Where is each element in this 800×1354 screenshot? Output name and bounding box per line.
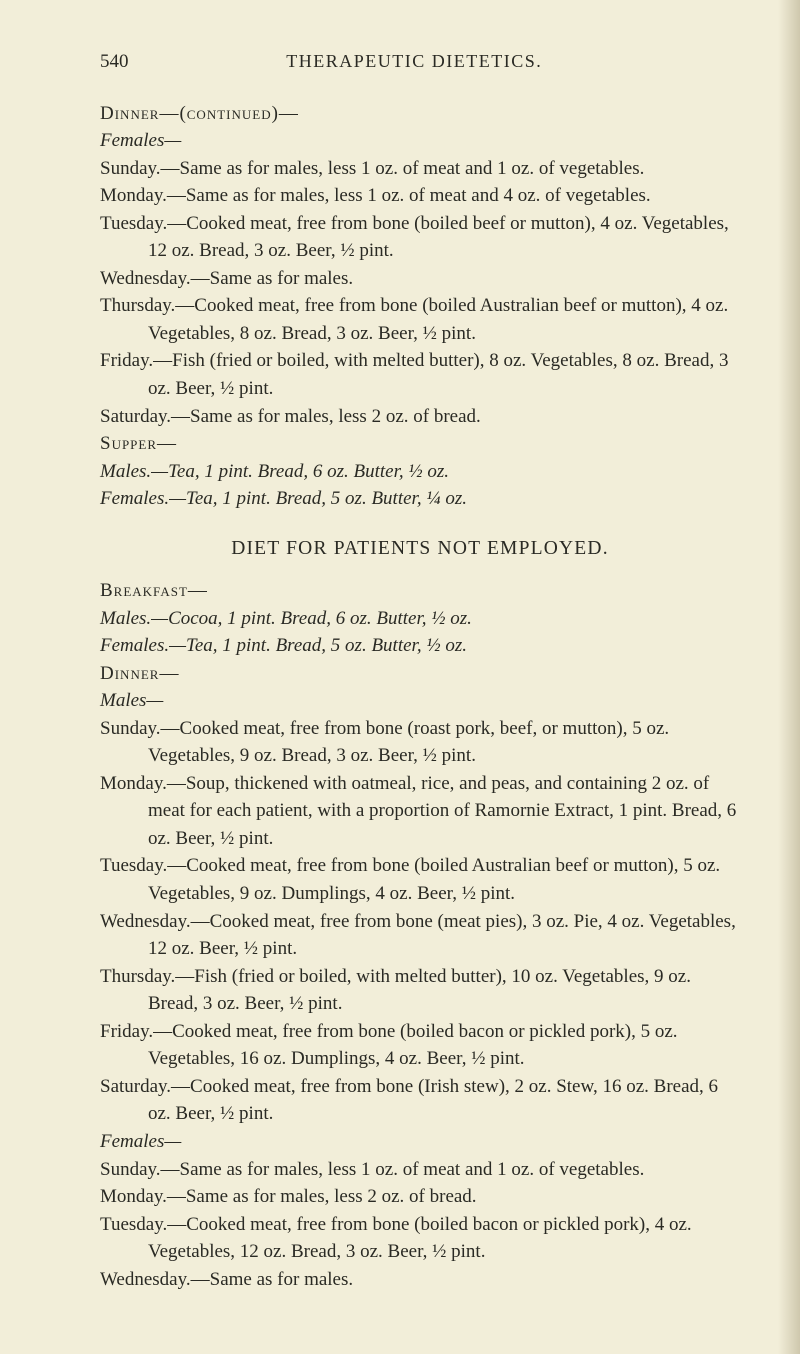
running-title: THERAPEUTIC DIETETICS. bbox=[129, 48, 701, 74]
breakfast-males-text: Males.—Cocoa, 1 pint. Bread, 6 oz. Butte… bbox=[100, 608, 472, 629]
dinner-cont-saturday: Saturday.—Same as for males, less 2 oz. … bbox=[100, 403, 740, 431]
breakfast-males: Males.—Cocoa, 1 pint. Bread, 6 oz. Butte… bbox=[100, 605, 740, 633]
supper-heading: Supper— bbox=[100, 430, 740, 458]
dinner-females-tuesday: Tuesday.—Cooked meat, free from bone (bo… bbox=[100, 1211, 740, 1266]
diet-title: DIET FOR PATIENTS NOT EMPLOYED. bbox=[100, 535, 740, 563]
page-number: 540 bbox=[100, 48, 129, 76]
dinner-males-wednesday: Wednesday.—Cooked meat, free from bone (… bbox=[100, 908, 740, 963]
supper-females-text: Females.—Tea, 1 pint. Bread, 5 oz. Butte… bbox=[100, 488, 467, 509]
dinner-females-label-text: Females— bbox=[100, 1131, 181, 1152]
page: 540 THERAPEUTIC DIETETICS. Dinner—(conti… bbox=[0, 0, 800, 1354]
dinner-continued-heading: Dinner—(continued)— bbox=[100, 100, 740, 128]
breakfast-females-text: Females.—Tea, 1 pint. Bread, 5 oz. Butte… bbox=[100, 635, 467, 656]
dinner-males-saturday: Saturday.—Cooked meat, free from bone (I… bbox=[100, 1073, 740, 1128]
dinner-cont-wednesday: Wednesday.—Same as for males. bbox=[100, 265, 740, 293]
supper-males-text: Males.—Tea, 1 pint. Bread, 6 oz. Butter,… bbox=[100, 461, 449, 482]
dinner-males-monday: Monday.—Soup, thickened with oatmeal, ri… bbox=[100, 770, 740, 853]
breakfast-females: Females.—Tea, 1 pint. Bread, 5 oz. Butte… bbox=[100, 632, 740, 660]
dinner-males-label-text: Males— bbox=[100, 690, 163, 711]
dinner-males-label: Males— bbox=[100, 687, 740, 715]
supper-females: Females.—Tea, 1 pint. Bread, 5 oz. Butte… bbox=[100, 485, 740, 513]
dinner-cont-friday: Friday.—Fish (fried or boiled, with melt… bbox=[100, 347, 740, 402]
females-label-text: Females— bbox=[100, 130, 181, 151]
page-header: 540 THERAPEUTIC DIETETICS. bbox=[100, 48, 740, 76]
dinner-heading: Dinner— bbox=[100, 660, 740, 688]
dinner-cont-sunday: Sunday.—Same as for males, less 1 oz. of… bbox=[100, 155, 740, 183]
dinner-females-monday: Monday.—Same as for males, less 2 oz. of… bbox=[100, 1183, 740, 1211]
dinner-males-friday: Friday.—Cooked meat, free from bone (boi… bbox=[100, 1018, 740, 1073]
dinner-males-thursday: Thursday.—Fish (fried or boiled, with me… bbox=[100, 963, 740, 1018]
dinner-cont-thursday: Thursday.—Cooked meat, free from bone (b… bbox=[100, 292, 740, 347]
females-label: Females— bbox=[100, 127, 740, 155]
dinner-females-wednesday: Wednesday.—Same as for males. bbox=[100, 1266, 740, 1294]
dinner-males-tuesday: Tuesday.—Cooked meat, free from bone (bo… bbox=[100, 852, 740, 907]
dinner-males-sunday: Sunday.—Cooked meat, free from bone (roa… bbox=[100, 715, 740, 770]
dinner-cont-tuesday: Tuesday.—Cooked meat, free from bone (bo… bbox=[100, 210, 740, 265]
dinner-cont-monday: Monday.—Same as for males, less 1 oz. of… bbox=[100, 182, 740, 210]
dinner-females-label: Females— bbox=[100, 1128, 740, 1156]
breakfast-heading: Breakfast— bbox=[100, 577, 740, 605]
supper-males: Males.—Tea, 1 pint. Bread, 6 oz. Butter,… bbox=[100, 458, 740, 486]
dinner-females-sunday: Sunday.—Same as for males, less 1 oz. of… bbox=[100, 1156, 740, 1184]
